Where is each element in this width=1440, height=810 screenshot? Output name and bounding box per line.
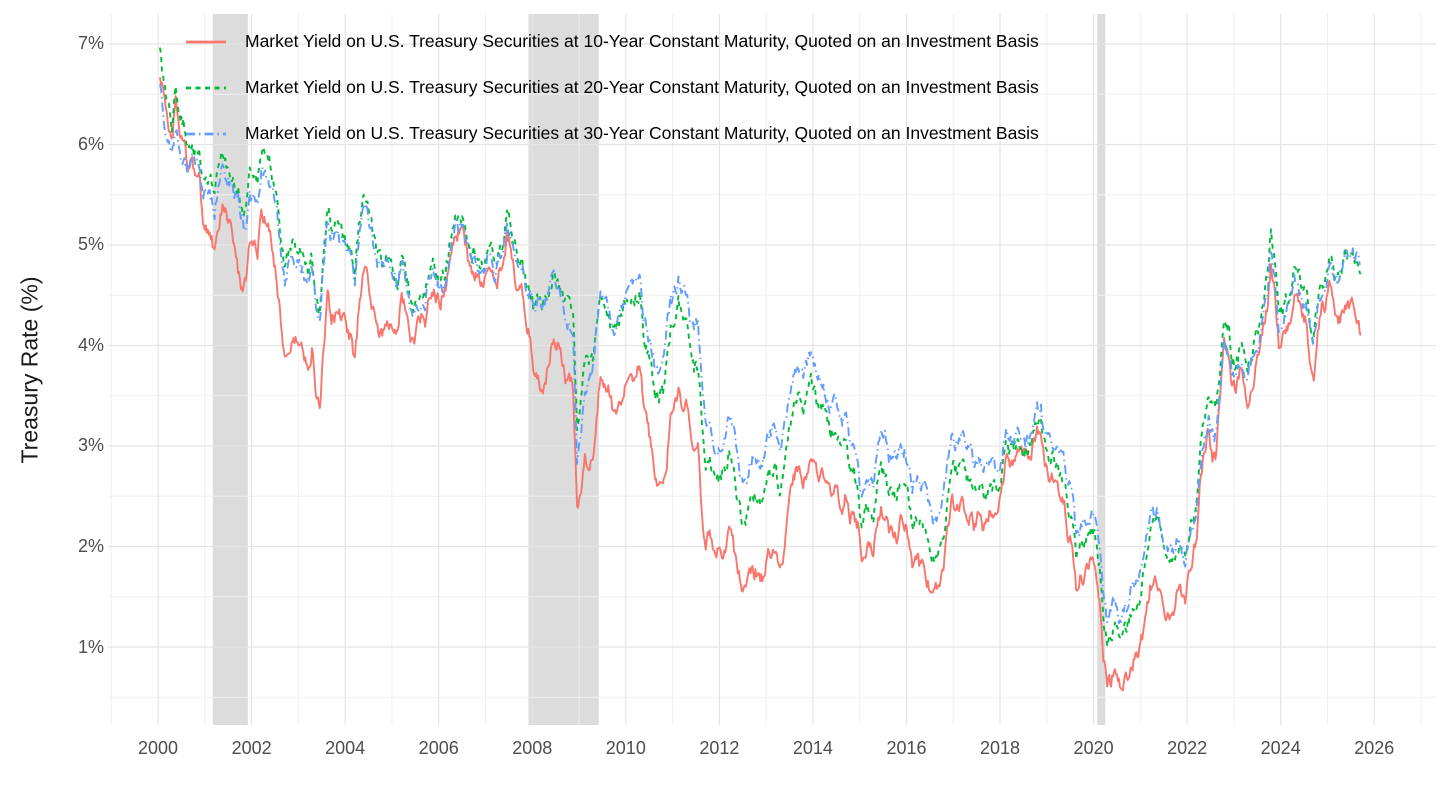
series-line-30-year — [159, 84, 1361, 625]
legend-label-10-year: Market Yield on U.S. Treasury Securities… — [245, 31, 1039, 51]
series-line-10-year — [159, 77, 1362, 692]
x-tick-label: 2020 — [1073, 738, 1114, 758]
x-tick-label: 2016 — [886, 738, 927, 758]
x-tick-label: 2002 — [231, 738, 272, 758]
x-tick-label: 2022 — [1167, 738, 1208, 758]
y-tick-label: 1% — [77, 636, 104, 657]
y-tick-label: 7% — [77, 33, 104, 54]
y-tick-label: 2% — [77, 535, 104, 556]
y-tick-label: 5% — [77, 234, 104, 255]
gridlines — [108, 14, 1436, 725]
series-lines — [159, 47, 1362, 692]
legend-row-20-year: Market Yield on U.S. Treasury Securities… — [184, 74, 1039, 101]
x-tick-label: 2006 — [418, 738, 459, 758]
y-tick-label: 4% — [77, 334, 104, 355]
legend-key-dotdash-line-icon — [186, 132, 226, 135]
legend-label-30-year: Market Yield on U.S. Treasury Securities… — [245, 123, 1039, 143]
y-tick-label: 3% — [77, 435, 104, 456]
legend-key-dashed-line-icon — [186, 86, 226, 89]
x-tick-label: 2004 — [325, 738, 366, 758]
recession-band — [1097, 14, 1106, 725]
series-line-20-year — [159, 47, 1362, 648]
x-tick-label: 2026 — [1354, 738, 1395, 758]
legend-label-20-year: Market Yield on U.S. Treasury Securities… — [245, 77, 1039, 97]
x-tick-label: 2014 — [792, 738, 833, 758]
legend-row-10-year: Market Yield on U.S. Treasury Securities… — [184, 28, 1039, 55]
legend: Market Yield on U.S. Treasury Securities… — [184, 28, 1039, 147]
x-tick-label: 2024 — [1260, 738, 1301, 758]
x-tick-label: 2012 — [699, 738, 740, 758]
x-tick-label: 2018 — [980, 738, 1021, 758]
x-tick-label: 2000 — [138, 738, 179, 758]
x-tick-label: 2008 — [512, 738, 553, 758]
legend-row-30-year: Market Yield on U.S. Treasury Securities… — [184, 120, 1039, 147]
legend-key-solid-line-icon — [186, 40, 226, 43]
x-tick-label: 2010 — [605, 738, 646, 758]
y-tick-label: 6% — [77, 133, 104, 154]
